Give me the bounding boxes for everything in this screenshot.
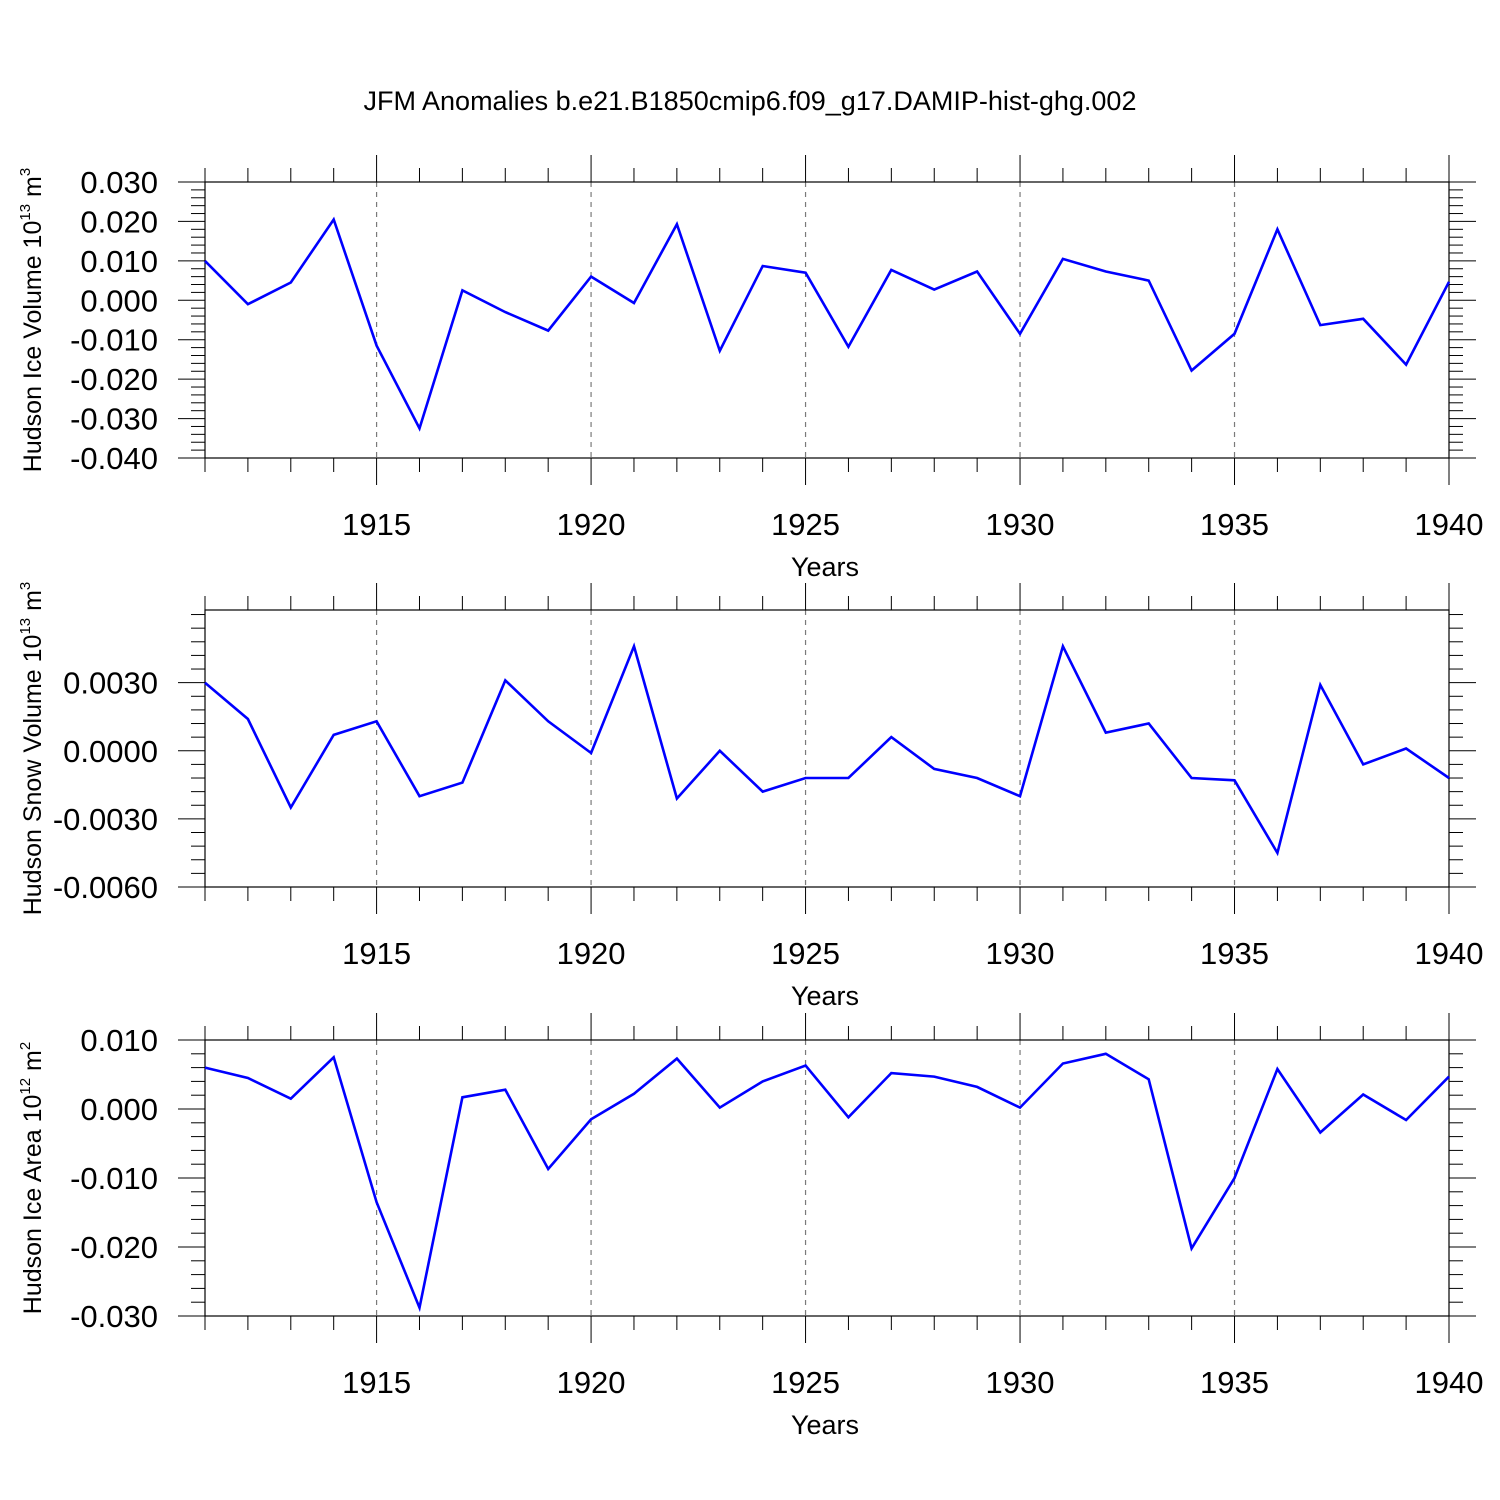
y-axis-label-unit-exponent: 3 [17,582,34,590]
y-axis-label-exponent: 12 [17,1078,34,1095]
y-tick-label: -0.0060 [53,870,158,905]
y-tick-label: -0.010 [70,323,158,358]
x-tick-label-1935: 1935 [1200,936,1269,971]
y-axis-label: Hudson Snow Volume 1013 m3 [17,582,47,916]
y-tick-label: 0.0000 [63,734,158,769]
x-axis-label: Years [791,1410,859,1440]
y-axis-label-exponent: 13 [17,618,34,635]
x-tick-label-1925: 1925 [771,507,840,542]
x-tick-label-1930: 1930 [986,507,1055,542]
chart-panel-2: 1915 1920 1925 1930 1935 1940 Years -0.0060 -0.0… [17,582,1483,1011]
y-axis-label-text: Hudson Ice Area 10 [19,1095,47,1315]
series-line [204,1052,1450,1313]
x-tick-label-1915: 1915 [342,1365,411,1400]
y-axis-label: Hudson Ice Area 1012 m2 [17,1042,47,1314]
y-tick-label: 0.030 [80,165,158,200]
y-tick-label: -0.010 [70,1161,158,1196]
y-tick-label: -0.040 [70,441,158,476]
x-tick-label-1920: 1920 [557,507,626,542]
x-tick-label-1940: 1940 [1415,1365,1484,1400]
y-tick-label: 0.010 [80,244,158,279]
x-tick-label-1940: 1940 [1415,507,1484,542]
y-tick-label: -0.020 [70,1230,158,1265]
y-tick-label: 0.020 [80,204,158,239]
y-axis-label-unit-exponent: 3 [17,168,34,176]
panels: 1915 1920 1925 1930 1935 1940 Years -0.040 -0.03… [17,155,1483,1440]
x-tick-label-1920: 1920 [557,1365,626,1400]
y-tick-label: 0.000 [80,1092,158,1127]
plot-frame [204,1039,1450,1317]
x-tick-label-1930: 1930 [986,1365,1055,1400]
y-tick-label: -0.0030 [53,802,158,837]
y-tick-label: 0.0030 [63,666,158,701]
y-tick-label: 0.000 [80,283,158,318]
x-tick-label-1935: 1935 [1200,507,1269,542]
x-axis-label: Years [791,552,859,582]
y-axis-label-unit: m [19,590,47,618]
y-axis-label: Hudson Ice Volume 1013 m3 [17,168,47,472]
y-tick-label: -0.030 [70,402,158,437]
chart-panel-1: 1915 1920 1925 1930 1935 1940 Years -0.040 -0.03… [17,155,1483,582]
plot-frame [204,609,1450,888]
x-tick-label-1925: 1925 [771,936,840,971]
y-tick-label: -0.020 [70,362,158,397]
y-axis-label-unit: m [19,176,47,204]
y-tick-label: 0.010 [80,1023,158,1058]
series-line [204,216,1451,432]
figure-title: JFM Anomalies b.e21.B1850cmip6.f09_g17.D… [364,86,1137,116]
x-tick-label-1915: 1915 [342,507,411,542]
chart-panel-3: 1915 1920 1925 1930 1935 1940 Years -0.030 -0.02… [17,1013,1483,1440]
y-axis-label-text: Hudson Ice Volume 10 [19,221,47,473]
x-axis-label: Years [791,981,859,1011]
x-tick-label-1915: 1915 [342,936,411,971]
x-tick-label-1925: 1925 [771,1365,840,1400]
y-axis-label-exponent: 13 [17,204,34,221]
x-tick-label-1935: 1935 [1200,1365,1269,1400]
series-line [204,642,1450,857]
x-tick-label-1940: 1940 [1415,936,1484,971]
x-tick-label-1930: 1930 [986,936,1055,971]
y-axis-label-unit: m [19,1050,47,1078]
y-axis-label-text: Hudson Snow Volume 10 [19,635,47,916]
x-tick-label-1920: 1920 [557,936,626,971]
plot-frame [204,181,1450,459]
y-tick-label: -0.030 [70,1299,158,1334]
y-axis-label-unit-exponent: 2 [17,1042,34,1050]
